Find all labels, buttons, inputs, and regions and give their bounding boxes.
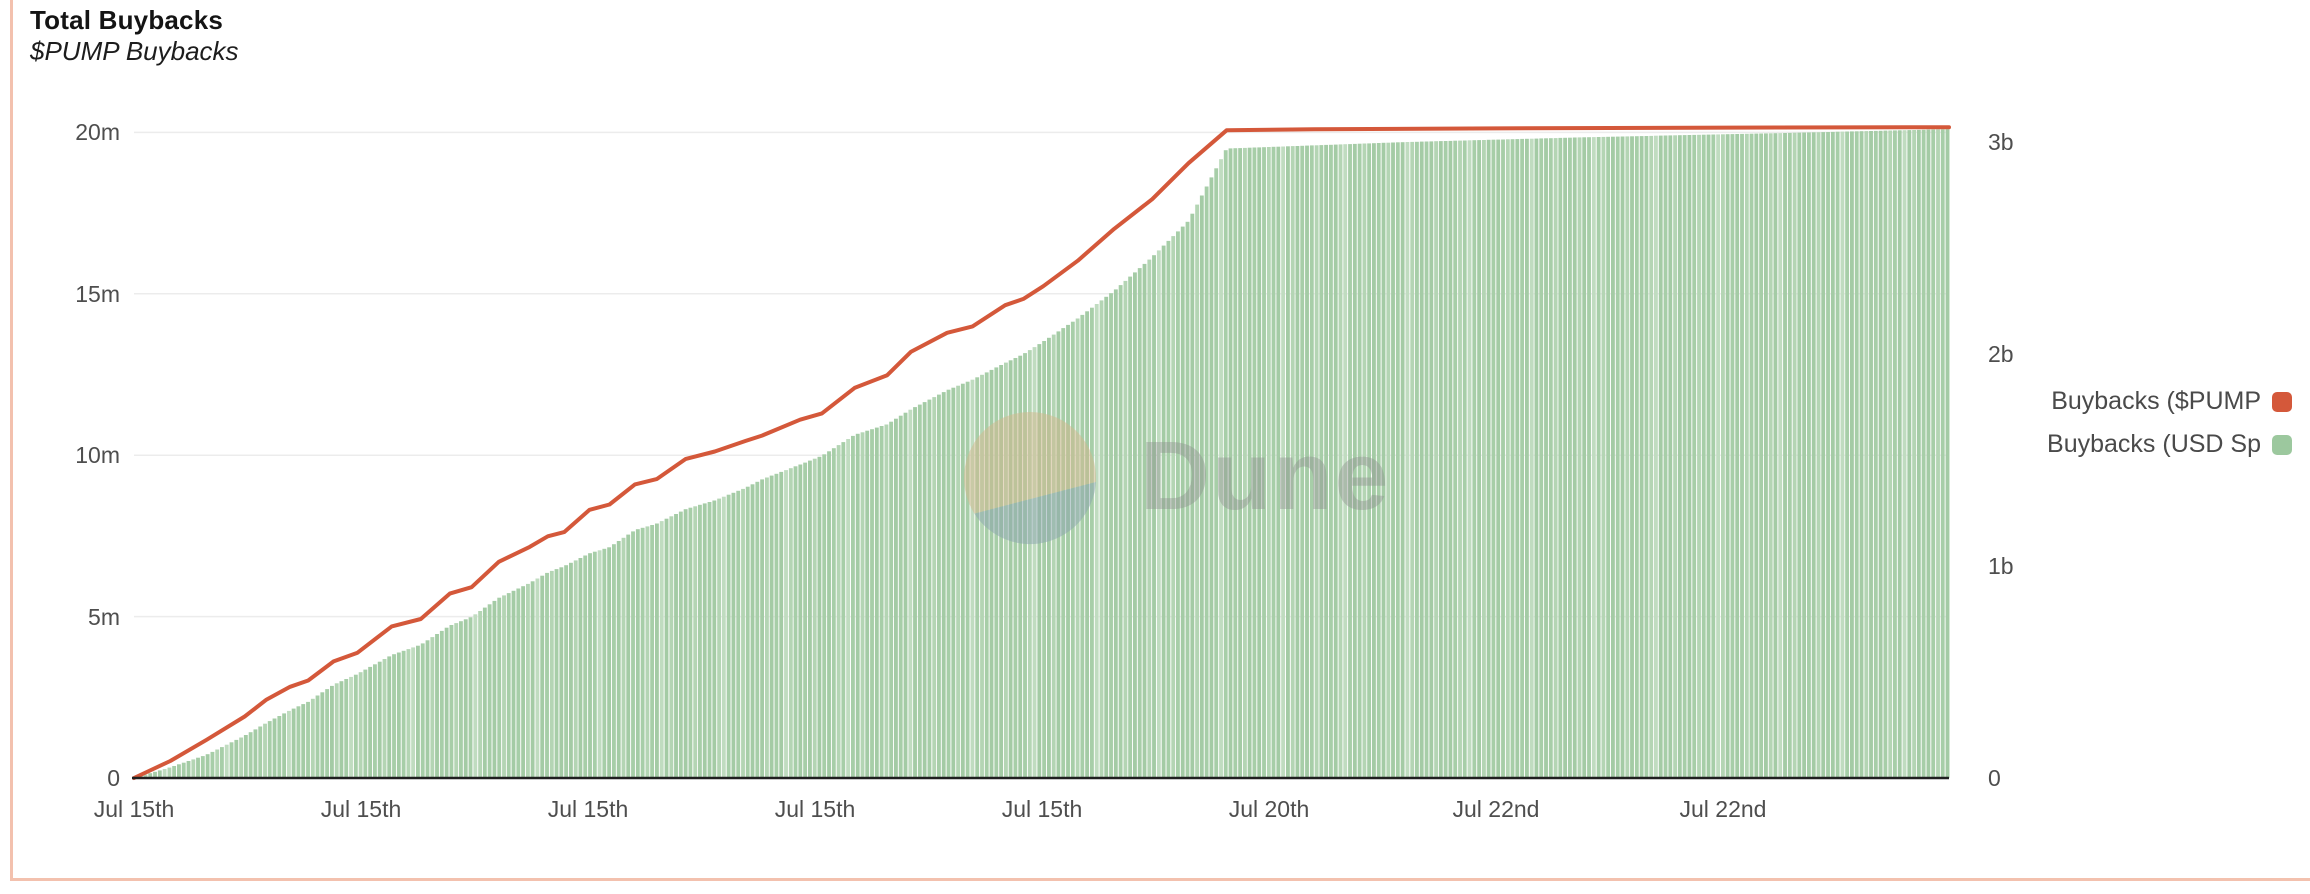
y-axis-left-tick: 20m: [75, 119, 120, 146]
pump-buybacks-line-series: [132, 125, 1951, 780]
x-axis-tick: Jul 15th: [93, 796, 175, 822]
x-axis-tick: Jul 15th: [320, 796, 402, 822]
card-bottom-border: [10, 878, 2310, 881]
legend-label: Buybacks (USD Sp: [2047, 430, 2261, 458]
y-axis-right-tick: 2b: [1988, 341, 2014, 367]
attribution-footer: @adam_tehc 5h: [0, 828, 2310, 874]
dune-logo-slate-half: [974, 482, 1096, 545]
x-axis-tick: Jul 22nd: [1679, 796, 1767, 822]
x-axis-tick: Jul 15th: [774, 796, 856, 822]
legend-item-pump[interactable]: Buybacks ($PUMP: [2051, 387, 2292, 416]
legend-swatch: [2272, 391, 2292, 412]
legend-label: Buybacks ($PUMP: [2051, 387, 2261, 415]
x-axis-tick: Jul 20th: [1228, 796, 1310, 822]
x-axis-tick: Jul 15th: [1001, 796, 1083, 822]
dune-watermark-text: Dune: [1140, 421, 1391, 530]
y-axis-right-tick: 0: [1988, 765, 2001, 791]
dune-logo-sand-half: [963, 411, 1097, 514]
x-axis-tick: Jul 15th: [547, 796, 629, 822]
legend-swatch: [2272, 434, 2292, 455]
legend-item-usd[interactable]: Buybacks (USD Sp: [2047, 430, 2292, 459]
y-axis-right-tick: 1b: [1988, 553, 2014, 579]
chart-subtitle: $PUMP Buybacks: [30, 36, 239, 66]
y-axis-right-tick: 3b: [1988, 129, 2014, 155]
y-axis-left-tick: 0: [107, 765, 120, 791]
y-axis-left-tick: 10m: [75, 442, 120, 469]
card-left-border: [10, 0, 13, 881]
dune-watermark: Dune: [963, 411, 1391, 545]
y-axis-left-tick: 15m: [75, 280, 120, 307]
y-axis-left-tick: 5m: [88, 603, 120, 630]
x-axis-tick: Jul 22nd: [1452, 796, 1540, 822]
chart-legend: Buybacks ($PUMP Buybacks (USD Sp: [2047, 387, 2292, 459]
usd-spent-bars-series: [134, 129, 1950, 779]
chart-title: Total Buybacks: [30, 5, 224, 35]
